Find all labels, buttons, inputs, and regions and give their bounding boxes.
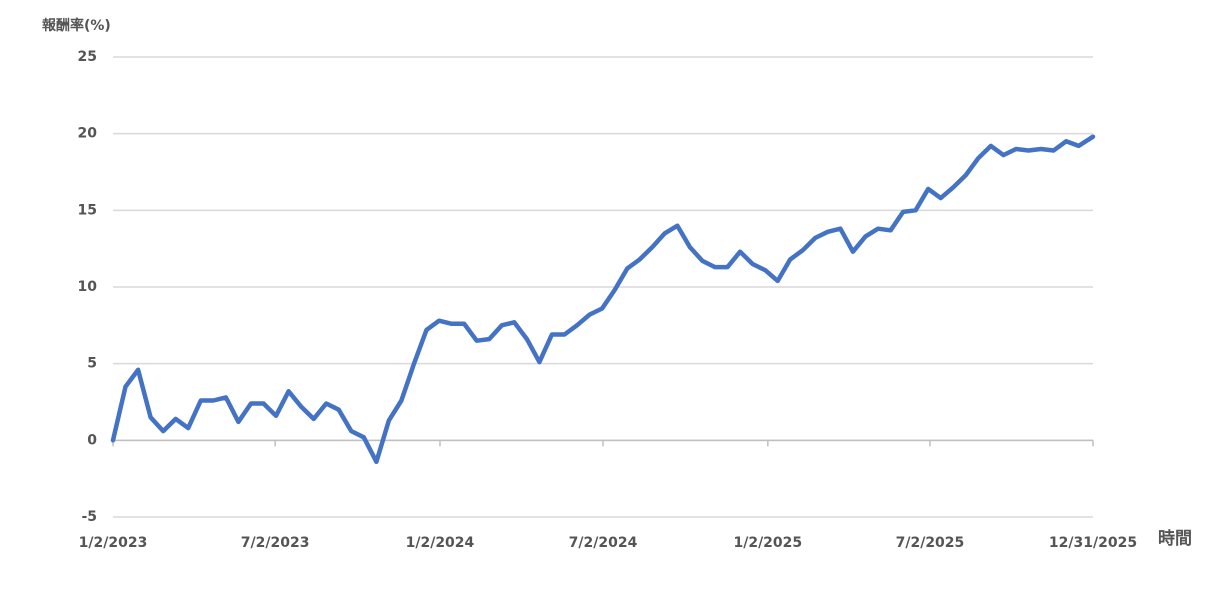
- y-tick-label: -5: [81, 509, 97, 525]
- x-tick-label: 7/2/2023: [241, 535, 310, 551]
- x-tick-label: 1/2/2023: [79, 535, 148, 551]
- x-tick-label: 1/2/2024: [406, 535, 475, 551]
- data-line: [110, 134, 1096, 465]
- y-axis-title: 報酬率(%): [42, 17, 111, 34]
- y-tick-label: 10: [78, 279, 98, 295]
- x-axis-title: 時間: [1158, 528, 1192, 549]
- x-tick-label: 7/2/2025: [896, 535, 965, 551]
- x-tick-label: 1/2/2025: [733, 535, 802, 551]
- y-tick-label: 25: [78, 49, 97, 65]
- x-tick-label: 12/31/2025: [1049, 535, 1137, 551]
- y-tick-label: 20: [78, 126, 98, 142]
- y-tick-label: 5: [87, 356, 97, 372]
- y-tick-label: 0: [87, 432, 97, 448]
- x-tick-label: 7/2/2024: [569, 535, 638, 551]
- y-tick-label: 15: [78, 202, 97, 218]
